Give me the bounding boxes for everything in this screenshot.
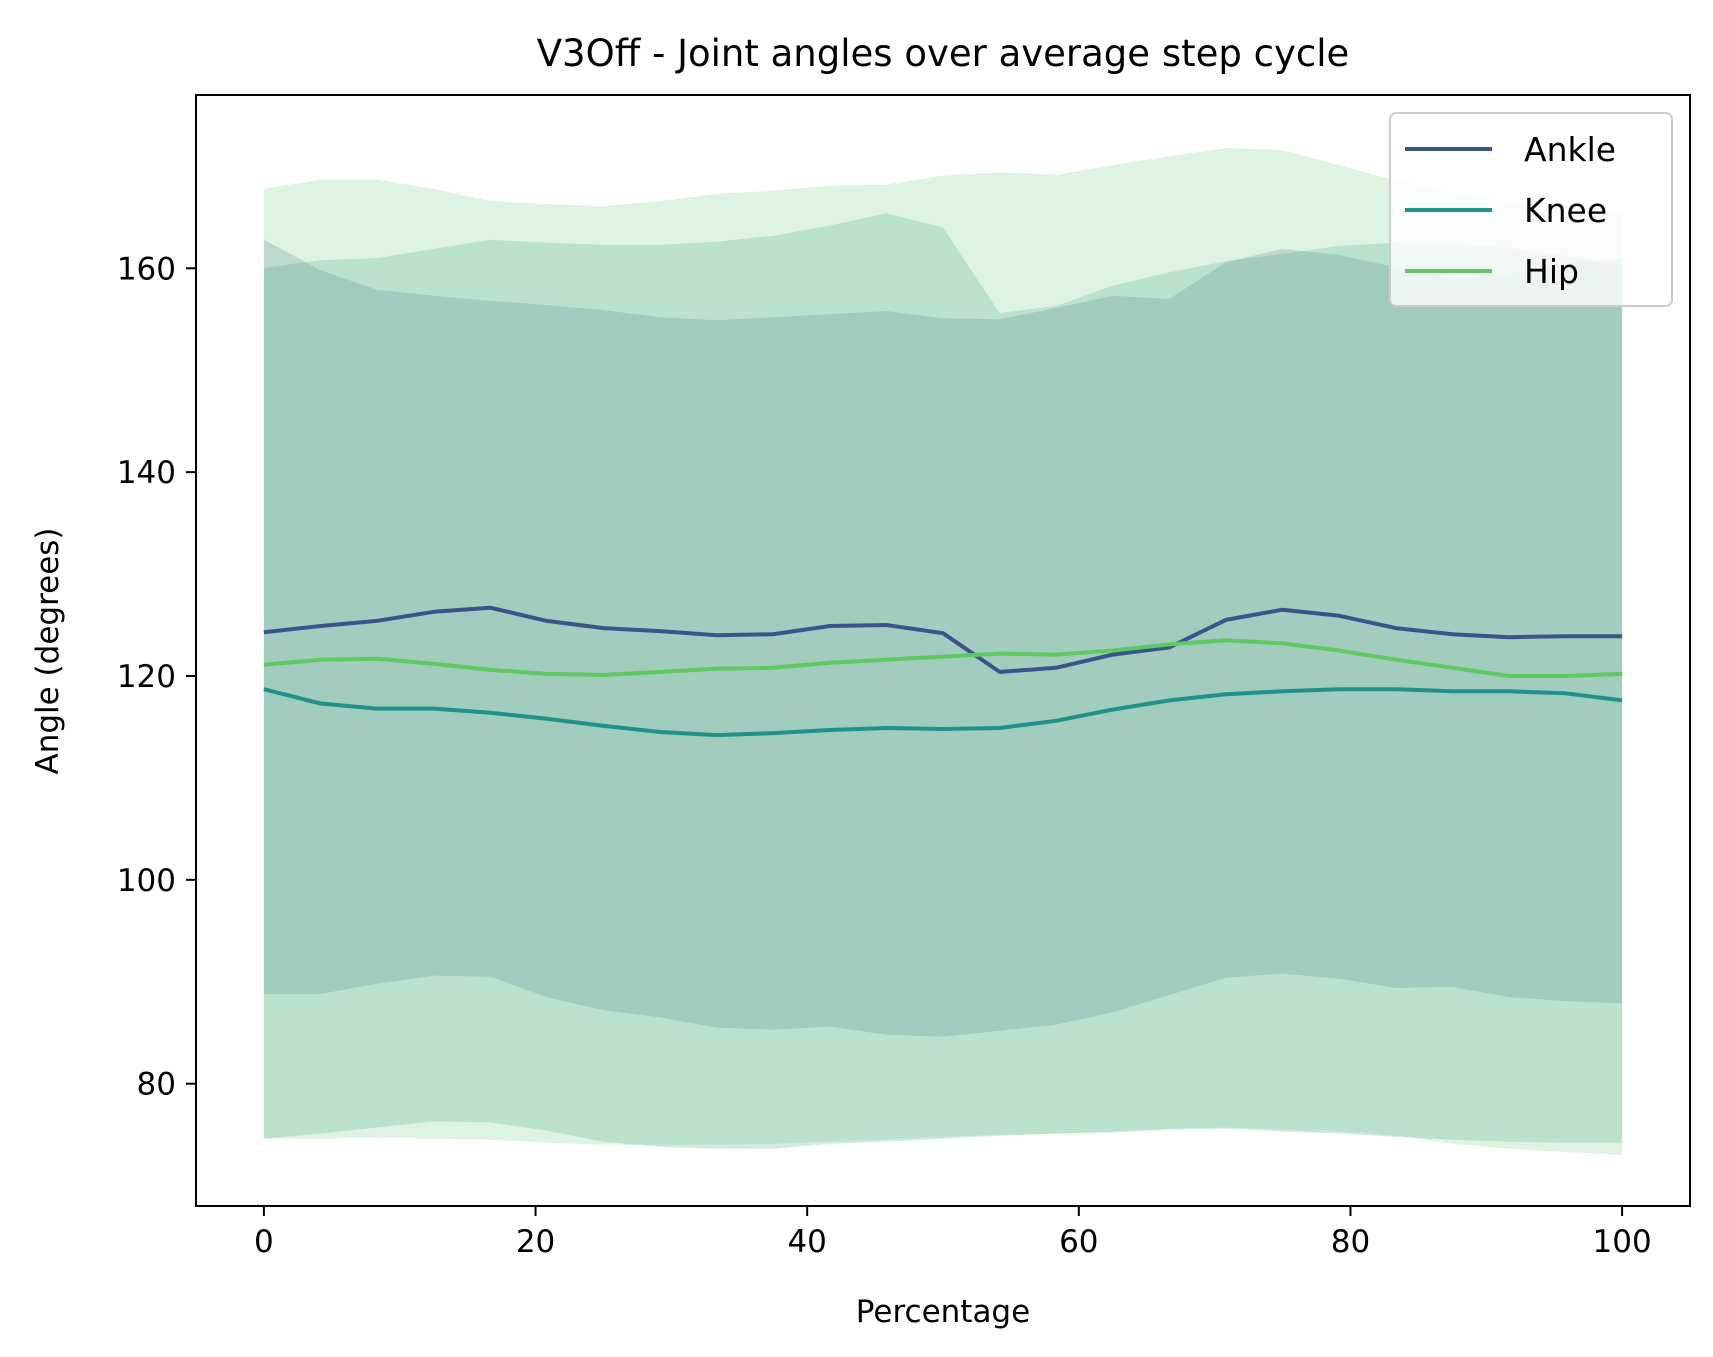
ankle-band <box>263 239 1623 1037</box>
y-axis-label: Angle (degrees) <box>30 527 66 774</box>
x-axis: 0 20 40 60 80 100 <box>254 1206 1652 1260</box>
legend-label-knee: Knee <box>1524 191 1607 230</box>
x-tick-label: 20 <box>516 1224 555 1260</box>
y-tick-label: 160 <box>117 251 176 287</box>
x-axis-label: Percentage <box>856 1294 1030 1330</box>
y-axis: 80 100 120 140 160 <box>117 251 196 1103</box>
hip-line <box>263 638 1623 678</box>
x-tick-label: 60 <box>1059 1224 1098 1260</box>
y-tick-label: 120 <box>117 659 176 695</box>
y-tick-label: 140 <box>117 455 176 491</box>
y-tick-label: 80 <box>137 1067 176 1103</box>
x-tick-label: 0 <box>254 1224 274 1260</box>
legend: Ankle Knee Hip <box>1389 112 1673 307</box>
confidence-bands <box>263 148 1623 1155</box>
x-tick-label: 80 <box>1331 1224 1370 1260</box>
x-tick-label: 100 <box>1593 1224 1652 1260</box>
legend-label-ankle: Ankle <box>1524 130 1616 169</box>
ankle-line <box>263 605 1623 674</box>
y-tick-label: 100 <box>117 863 176 899</box>
knee-band <box>263 213 1623 1149</box>
x-tick-label: 40 <box>787 1224 826 1260</box>
hip-band <box>263 148 1623 1155</box>
chart-title: V3Off - Joint angles over average step c… <box>537 32 1350 75</box>
plot-frame <box>195 94 1691 1207</box>
knee-line <box>263 687 1623 738</box>
legend-label-hip: Hip <box>1524 252 1579 291</box>
series-lines <box>263 605 1623 738</box>
legend-box <box>1389 112 1673 307</box>
